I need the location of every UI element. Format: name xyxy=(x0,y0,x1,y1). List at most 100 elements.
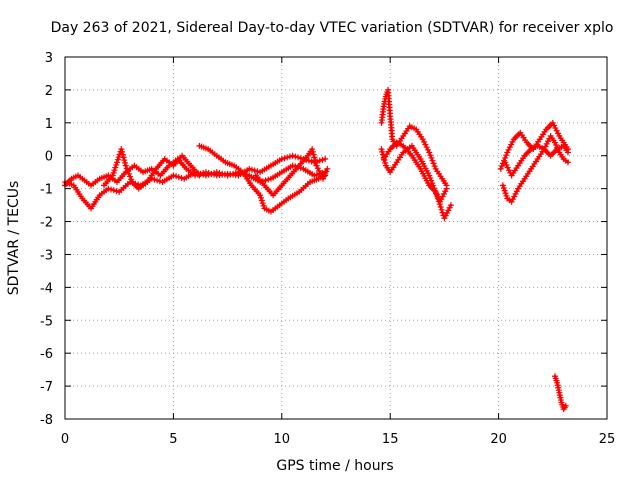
data-point-marker xyxy=(114,159,121,166)
data-point-marker xyxy=(311,154,318,161)
data-point-marker xyxy=(422,141,429,148)
data-point-marker xyxy=(503,161,510,168)
chart-title: Day 263 of 2021, Sidereal Day-to-day VTE… xyxy=(51,20,614,36)
y-tick-label: -5 xyxy=(40,314,53,329)
data-point-marker xyxy=(213,169,220,176)
data-point-marker xyxy=(421,138,428,145)
data-point-marker xyxy=(109,172,116,179)
y-tick-label: -8 xyxy=(40,413,53,428)
data-point-marker xyxy=(497,165,504,172)
data-point-marker xyxy=(309,146,316,153)
series-arc-4 xyxy=(196,142,329,215)
data-point-marker xyxy=(562,402,569,409)
data-point-marker xyxy=(119,148,126,155)
y-tick-label: -6 xyxy=(40,347,53,362)
data-point-marker xyxy=(429,157,436,164)
x-tick-label: 25 xyxy=(599,432,616,447)
data-point-marker xyxy=(438,196,445,203)
data-point-marker xyxy=(443,185,450,192)
data-point-marker xyxy=(442,212,449,219)
data-point-marker xyxy=(503,192,510,199)
data-point-marker xyxy=(564,149,571,156)
data-point-marker xyxy=(175,174,182,181)
data-point-marker xyxy=(506,167,513,174)
data-point-marker xyxy=(322,156,329,163)
data-point-marker xyxy=(122,162,129,169)
data-point-marker xyxy=(305,157,312,164)
data-point-marker xyxy=(543,140,550,147)
data-point-marker xyxy=(545,138,552,145)
x-axis-label: GPS time / hours xyxy=(276,458,393,474)
data-point-marker xyxy=(221,171,228,178)
data-point-marker xyxy=(437,198,444,205)
data-point-marker xyxy=(378,146,385,153)
data-point-marker xyxy=(124,168,131,175)
y-tick-label: 1 xyxy=(45,117,53,132)
x-tick-label: 0 xyxy=(61,432,69,447)
data-point-marker xyxy=(502,159,509,166)
data-point-marker xyxy=(105,185,112,192)
data-point-marker xyxy=(295,154,302,161)
data-point-marker xyxy=(512,190,519,197)
data-point-marker xyxy=(230,170,237,177)
data-point-marker xyxy=(289,152,296,159)
y-tick-label: -1 xyxy=(40,183,53,198)
data-point-marker xyxy=(227,171,234,178)
data-point-marker xyxy=(439,193,446,200)
data-point-marker xyxy=(200,171,207,178)
data-point-marker xyxy=(511,193,518,200)
data-point-marker xyxy=(440,190,447,197)
data-point-marker xyxy=(430,160,437,167)
data-point-marker xyxy=(246,165,253,172)
data-point-marker xyxy=(508,141,515,148)
data-point-marker xyxy=(128,176,135,183)
data-point-marker xyxy=(316,167,323,174)
data-point-marker xyxy=(112,164,119,171)
data-point-marker xyxy=(501,187,508,194)
data-point-marker xyxy=(108,186,115,193)
x-axis-ticks: 0 5 10 15 20 25 xyxy=(61,57,615,447)
data-point-marker xyxy=(196,172,203,179)
series-arc-11 xyxy=(502,142,571,179)
data-point-marker xyxy=(552,125,559,132)
data-point-marker xyxy=(265,176,272,183)
data-point-marker xyxy=(505,146,512,153)
data-point-marker xyxy=(319,156,326,163)
data-point-marker xyxy=(502,190,509,197)
data-point-marker xyxy=(216,170,223,177)
y-tick-label: -3 xyxy=(40,248,53,263)
data-point-marker xyxy=(446,204,453,211)
data-point-marker xyxy=(111,167,118,174)
data-point-marker xyxy=(553,127,560,134)
data-series xyxy=(62,86,571,413)
series-arc-12 xyxy=(551,373,569,413)
data-point-marker xyxy=(284,154,291,161)
data-point-marker xyxy=(219,170,226,177)
data-point-marker xyxy=(504,164,511,171)
data-point-marker xyxy=(504,149,511,156)
y-tick-label: -7 xyxy=(40,380,53,395)
data-point-marker xyxy=(431,163,438,170)
data-point-marker xyxy=(257,194,264,201)
x-tick-label: 15 xyxy=(382,432,399,447)
data-point-marker xyxy=(382,159,389,166)
data-point-marker xyxy=(309,148,316,155)
y-axis-ticks: 3 2 1 0 -1 -2 -3 -4 -5 -6 -7 -8 xyxy=(40,51,607,428)
y-tick-label: 3 xyxy=(45,51,53,66)
data-point-marker xyxy=(262,177,269,184)
y-tick-label: -4 xyxy=(40,281,53,296)
data-point-marker xyxy=(118,146,125,153)
data-point-marker xyxy=(324,165,331,172)
data-point-marker xyxy=(113,188,120,195)
data-point-marker xyxy=(248,166,255,173)
data-point-marker xyxy=(125,170,132,177)
series-arc-10 xyxy=(497,119,571,172)
data-point-marker xyxy=(297,155,304,162)
data-point-marker xyxy=(427,152,434,159)
data-point-marker xyxy=(154,177,161,184)
data-point-marker xyxy=(257,192,264,199)
data-point-marker xyxy=(292,153,299,160)
series-arc-6 xyxy=(378,86,450,189)
data-point-marker xyxy=(503,152,510,159)
data-point-marker xyxy=(441,215,448,222)
